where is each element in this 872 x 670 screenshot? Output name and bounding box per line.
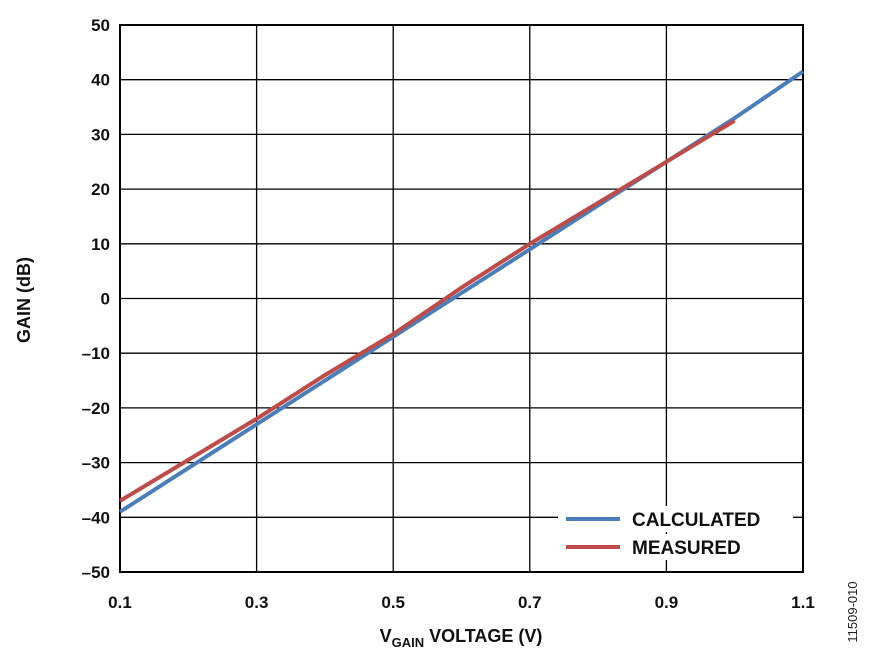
y-tick-label: 10 (91, 235, 110, 254)
x-tick-label: 0.7 (518, 593, 542, 612)
x-tick-label: 0.5 (381, 593, 405, 612)
x-axis-title-sub: GAIN (392, 635, 425, 650)
legend-label-measured: MEASURED (632, 538, 741, 559)
x-tick-label: 0.9 (655, 593, 679, 612)
y-tick-label: 30 (91, 125, 110, 144)
x-tick-labels: 0.1 0.3 0.5 0.7 0.9 1.1 (108, 593, 815, 612)
plot-frame (119, 24, 804, 573)
x-tick-label: 0.1 (108, 593, 132, 612)
y-tick-label: –30 (82, 454, 110, 473)
x-tick-label: 1.1 (791, 593, 815, 612)
y-tick-label: 40 (91, 71, 110, 90)
legend: CALCULATED MEASURED (558, 506, 793, 560)
series-line-measured (118, 118, 736, 503)
legend-label-calculated: CALCULATED (632, 510, 760, 531)
y-tick-label: 50 (91, 16, 110, 35)
series-lines (118, 69, 805, 514)
y-tick-label: 20 (91, 180, 110, 199)
grid (119, 24, 804, 573)
y-tick-label: –50 (82, 563, 110, 582)
y-tick-label: 0 (101, 290, 110, 309)
series-line-calculated (118, 69, 805, 514)
y-tick-label: –10 (82, 344, 110, 363)
y-tick-label: –20 (82, 399, 110, 418)
x-axis-title: VGAIN VOLTAGE (V) (380, 626, 543, 650)
y-axis-title: GAIN (dB) (14, 257, 34, 343)
x-axis-title-main: V (380, 626, 392, 646)
y-tick-label: –40 (82, 508, 110, 527)
x-tick-label: 0.3 (245, 593, 269, 612)
x-axis-title-rest: VOLTAGE (V) (424, 626, 542, 646)
y-tick-labels: –50 –40 –30 –20 –10 0 10 20 30 40 50 (82, 16, 110, 582)
figure-id: 11509-010 (845, 581, 860, 642)
